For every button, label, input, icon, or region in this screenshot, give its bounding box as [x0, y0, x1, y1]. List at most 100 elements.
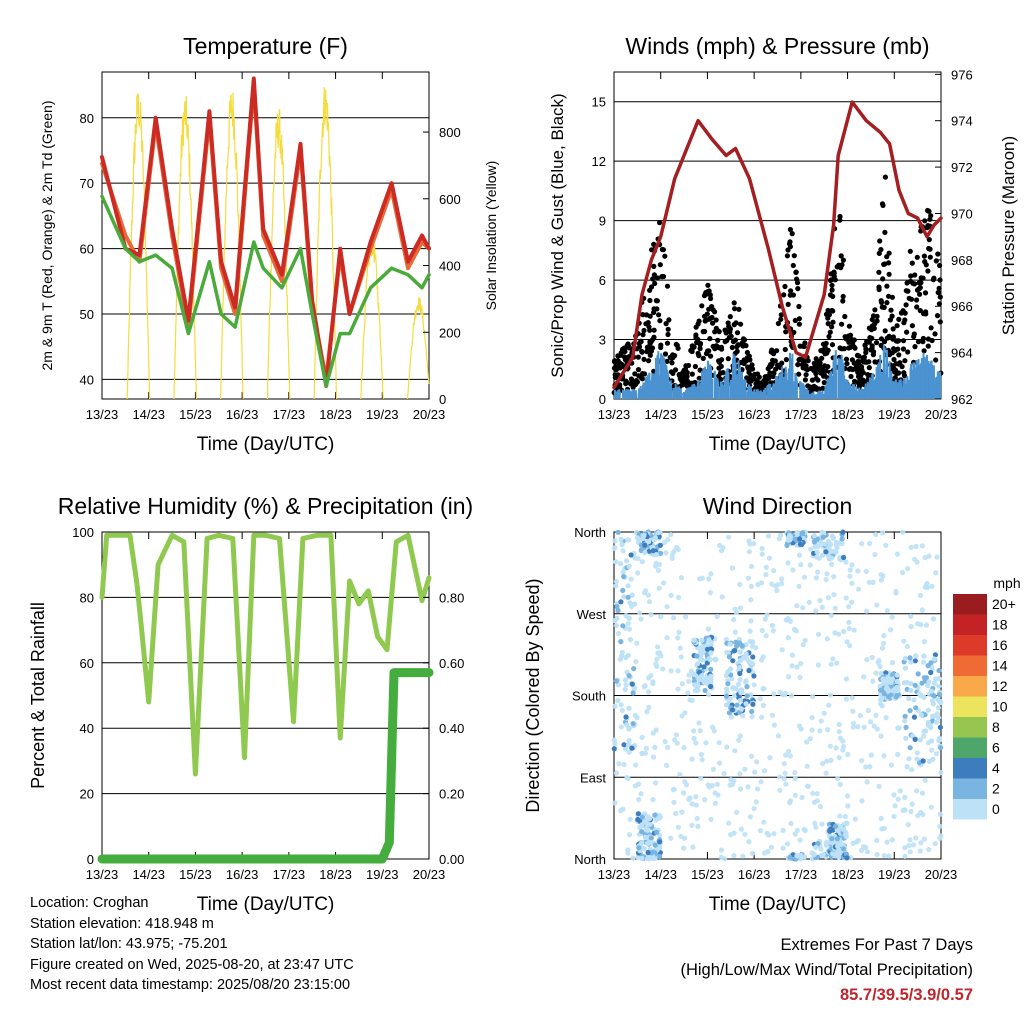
direction-point [725, 681, 731, 687]
direction-point [683, 614, 689, 620]
gust-point [704, 317, 710, 323]
gust-point [932, 331, 938, 337]
gust-point [782, 346, 788, 353]
direction-point [879, 695, 885, 701]
direction-point [616, 761, 622, 767]
direction-point [771, 722, 778, 728]
direction-point [926, 553, 932, 559]
direction-point [618, 639, 624, 645]
direction-point [635, 811, 642, 817]
direction-point [655, 530, 662, 536]
direction-point [864, 608, 870, 614]
direction-point [921, 694, 927, 701]
direction-point [919, 607, 925, 613]
direction-point [763, 633, 769, 639]
direction-point [800, 605, 806, 611]
direction-point [918, 712, 924, 718]
direction-point [612, 800, 618, 806]
direction-point [817, 597, 823, 604]
direction-point [886, 853, 892, 859]
gust-point [900, 308, 906, 314]
direction-point [931, 680, 938, 686]
direction-point [837, 781, 843, 788]
direction-point [787, 753, 793, 759]
direction-point [819, 604, 825, 611]
direction-point [691, 735, 697, 742]
x-tick-label: 18/23 [319, 407, 352, 422]
gust-point [696, 318, 702, 324]
direction-point [794, 827, 801, 833]
direction-point [861, 674, 867, 680]
direction-point [759, 580, 765, 586]
x-tick-label: 13/23 [598, 407, 631, 422]
direction-point [779, 580, 785, 587]
direction-point [682, 710, 688, 716]
direction-point [639, 734, 645, 741]
gust-point [734, 330, 741, 336]
gust-point [922, 218, 928, 224]
gust-point [832, 277, 838, 283]
direction-point [760, 686, 766, 692]
direction-point [645, 849, 651, 856]
latlon-text: Station lat/lon: 43.975; -75.201 [30, 936, 228, 952]
direction-point [707, 656, 713, 662]
gust-point [901, 373, 908, 379]
y-tick-label: 80 [80, 111, 94, 126]
gust-point [908, 273, 914, 279]
direction-point [744, 684, 750, 690]
direction-point [747, 541, 753, 547]
y2-tick-label: 200 [439, 325, 461, 340]
direction-point [785, 537, 791, 543]
gust-point [791, 329, 797, 335]
gust-point [840, 257, 847, 263]
gust-point [722, 327, 728, 333]
direction-point [759, 545, 765, 552]
direction-point [638, 616, 644, 622]
gust-point [651, 241, 657, 247]
x-tick-label: 14/23 [644, 867, 677, 882]
direction-point [751, 541, 757, 547]
direction-point [918, 809, 924, 816]
gust-point [803, 372, 809, 378]
direction-point [615, 631, 622, 637]
direction-point [811, 539, 818, 545]
gust-point [695, 336, 701, 343]
direction-point [766, 555, 773, 561]
direction-point [850, 720, 857, 726]
direction-point [869, 654, 875, 661]
gust-point [882, 328, 888, 334]
gust-point [644, 349, 650, 355]
direction-point [626, 673, 632, 679]
gust-point [840, 298, 846, 304]
gust-point [852, 366, 858, 372]
gust-point [658, 344, 664, 351]
rh-line [99, 532, 432, 777]
x-tick-label: 17/23 [273, 407, 306, 422]
gust-point [800, 343, 806, 349]
gust-point [692, 363, 699, 370]
direction-point [878, 572, 884, 578]
y-tick-label: 50 [80, 307, 94, 322]
gust-point [707, 336, 713, 342]
direction-point [885, 675, 891, 681]
direction-point [645, 827, 651, 833]
direction-point [623, 746, 629, 752]
direction-point [845, 793, 851, 799]
direction-point [619, 541, 625, 548]
gust-point [665, 326, 671, 332]
gust-point [891, 346, 897, 352]
direction-point [675, 668, 681, 674]
gust-point [720, 370, 726, 376]
direction-point [790, 567, 796, 573]
direction-point [847, 567, 853, 573]
gust-point [896, 316, 902, 322]
direction-point [849, 695, 855, 701]
gust-point [639, 349, 645, 355]
gust-point [727, 327, 733, 333]
direction-point [728, 777, 734, 783]
direction-point [724, 686, 730, 692]
direction-point [910, 842, 917, 848]
y2-tick-label: 962 [951, 392, 973, 407]
direction-point [617, 656, 623, 662]
direction-point [811, 852, 817, 858]
